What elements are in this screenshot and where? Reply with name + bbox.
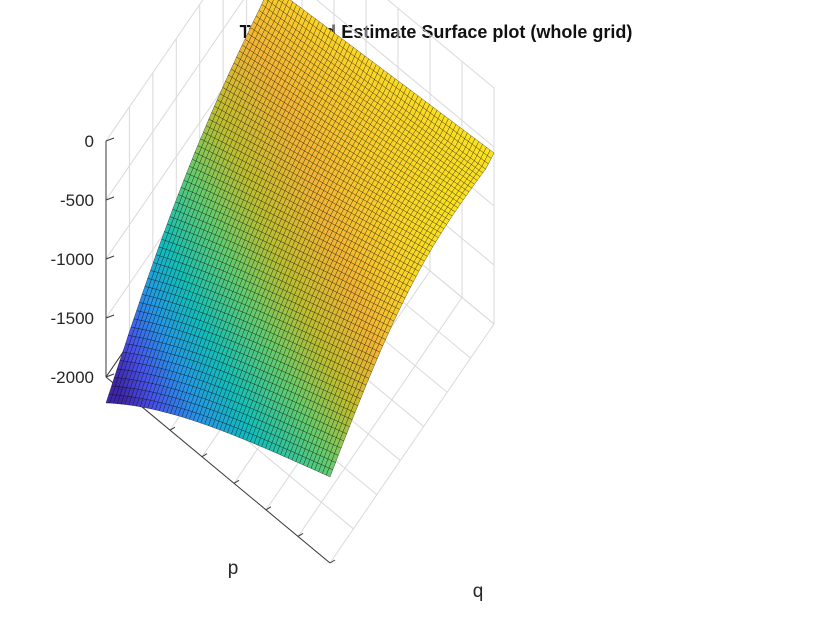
x-tick-mark: [201, 453, 208, 458]
x-tick-mark: [169, 426, 176, 431]
x-tick-mark: [329, 559, 336, 564]
x-tick-mark: [297, 532, 304, 537]
z-tick-mark: [105, 255, 115, 260]
surface-cell: [487, 149, 495, 159]
x-axis-label: q: [473, 581, 484, 602]
z-tick-mark: [105, 137, 115, 142]
x-axis-line: [105, 376, 331, 564]
surface-cell: [271, 0, 279, 7]
surface-cell: [282, 0, 289, 6]
surface-cell: [267, 0, 274, 4]
z-axis-ticks: 0 -500 -1000 -1500 -2000: [51, 132, 115, 387]
z-tick-label: -1500: [51, 309, 94, 328]
surface-mesh: [105, 0, 495, 478]
z-tick-mark: [105, 373, 115, 378]
surface-cell: [278, 0, 284, 3]
z-tick-mark: [105, 196, 115, 201]
z-tick-label: -2000: [51, 368, 94, 387]
grid-line: [297, 297, 463, 537]
z-tick-mark: [105, 314, 115, 319]
z-tick-label: 0: [85, 132, 94, 151]
z-tick-label: -1000: [51, 250, 94, 269]
x-tick-mark: [265, 506, 272, 511]
grid-line: [105, 0, 495, 201]
y-axis-label: p: [228, 558, 239, 579]
x-tick-mark: [233, 479, 240, 484]
grid-line: [329, 323, 495, 564]
grid-line: [105, 0, 495, 142]
z-tick-label: -500: [60, 191, 94, 210]
